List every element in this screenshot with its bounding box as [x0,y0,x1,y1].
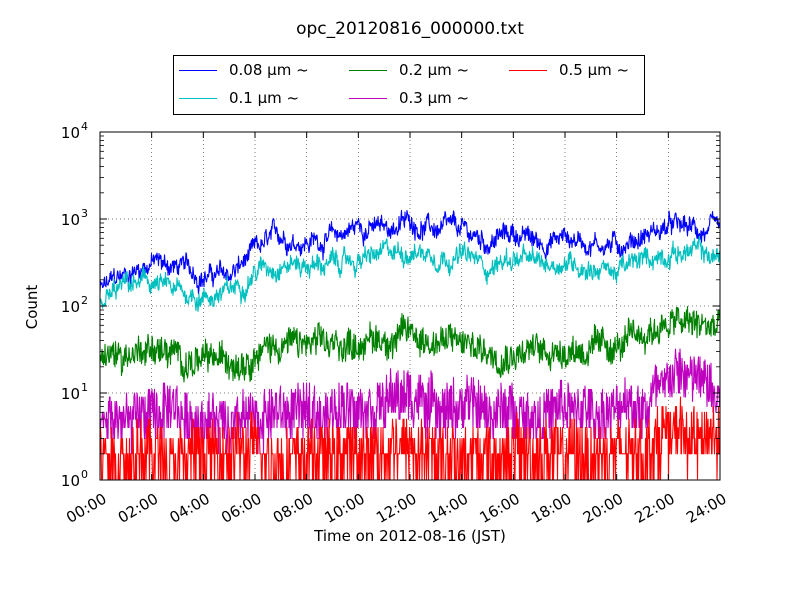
x-tick-label: 08:00 [270,490,316,527]
x-tick-label: 22:00 [631,490,677,527]
series-group [100,209,720,480]
y-axis-label: Count [23,284,41,330]
legend-swatch [179,69,217,71]
x-tick-label: 06:00 [218,490,264,527]
legend-item: 0.1 μm ~ [179,88,299,108]
legend-item: 0.5 μm ~ [509,60,629,80]
y-tick-label: 10 [61,124,80,142]
x-tick-label: 16:00 [476,490,522,527]
series-line-4 [100,396,720,480]
series-line-2 [100,306,720,383]
y-tick-label: 10 [61,298,80,316]
x-tick-label: 24:00 [683,490,729,527]
legend-swatch [349,97,387,99]
x-tick-label: 14:00 [425,490,471,527]
legend-label: 0.2 μm ~ [399,61,470,79]
y-tick-exponent: 0 [81,468,88,481]
y-tick-label: 10 [61,472,80,490]
x-tick-label: 12:00 [373,490,419,527]
legend-swatch [179,97,217,99]
legend-swatch [349,69,387,71]
x-tick-label: 04:00 [166,490,212,527]
series-line-1 [100,235,720,312]
legend-swatch [509,69,547,71]
x-tick-label: 00:00 [63,490,109,527]
y-tick-exponent: 3 [81,207,88,220]
y-tick-exponent: 4 [81,120,88,133]
x-tick-label: 02:00 [115,490,161,527]
x-axis-label: Time on 2012-08-16 (JST) [314,527,506,545]
legend-label: 0.08 μm ~ [229,61,309,79]
y-tick-exponent: 2 [81,294,88,307]
chart-title: opc_20120816_000000.txt [296,19,524,39]
legend-item: 0.2 μm ~ [349,60,469,80]
y-tick-label: 10 [61,385,80,403]
legend-label: 0.3 μm ~ [399,89,470,107]
legend-item: 0.08 μm ~ [179,60,309,80]
y-tick-label: 10 [61,211,80,229]
x-tick-label: 10:00 [321,490,367,527]
tick-marks [99,131,721,481]
legend-item: 0.3 μm ~ [349,88,469,108]
x-tick-label: 18:00 [528,490,574,527]
x-tick-label: 20:00 [580,490,626,527]
legend-label: 0.5 μm ~ [559,61,630,79]
legend-label: 0.1 μm ~ [229,89,300,107]
series-line-0 [100,209,720,295]
legend: 0.08 μm ~ 0.1 μm ~ 0.2 μm ~ 0.3 μm ~ 0.5 μm … [173,55,645,115]
y-tick-exponent: 1 [81,381,88,394]
